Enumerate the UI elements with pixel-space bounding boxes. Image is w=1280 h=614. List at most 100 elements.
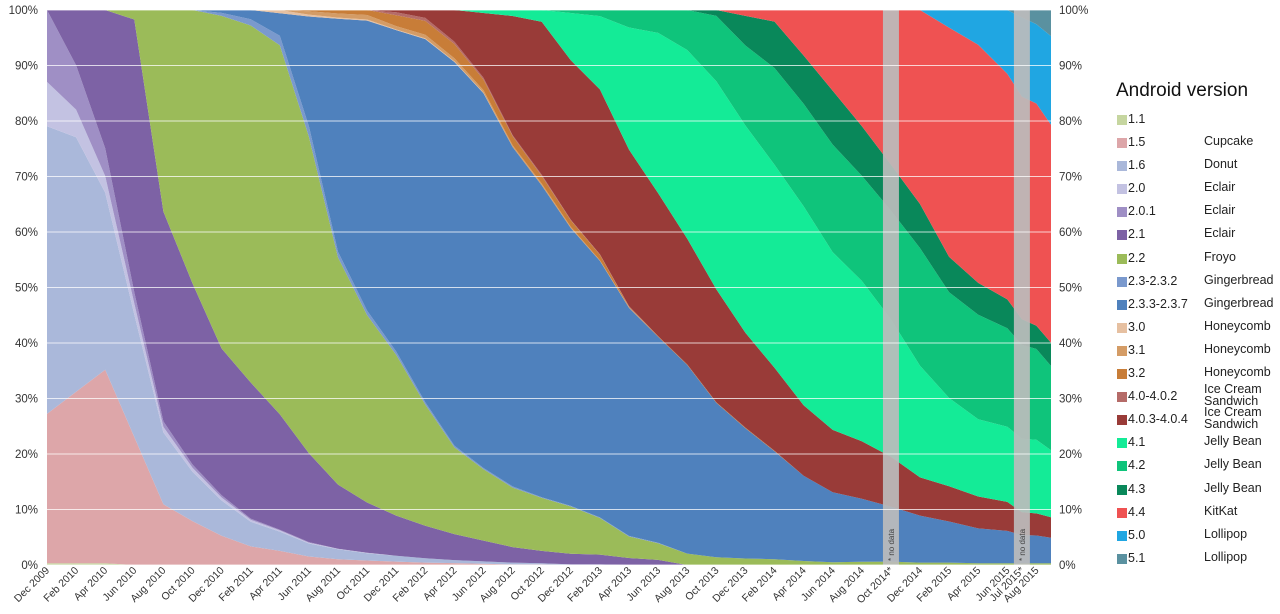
no-data-label-1: * no data — [1018, 528, 1027, 561]
y-tick-right-10: 100% — [1059, 5, 1088, 17]
legend-item: 4.4 KitKat — [1116, 501, 1280, 524]
y-axis-left: 0% 10% 20% 30% 40% 50% 60% 70% 80% 90% 100% — [9, 5, 38, 572]
legend-swatch — [1117, 461, 1127, 472]
legend-item: 2.3.3-2.3.7 Gingerbread — [1116, 293, 1280, 316]
y-tick-left-8: 80% — [15, 116, 38, 128]
y-tick-right-8: 80% — [1059, 116, 1082, 128]
y-tick-left-7: 70% — [15, 172, 38, 184]
legend-rows: 1.1 1.5 Cupcake 1.6 Donut 2.0 Eclair 2.0.1 Eclai… — [1116, 108, 1280, 570]
y-tick-left-5: 50% — [15, 283, 38, 295]
legend-version: 2.0.1 — [1128, 204, 1156, 219]
legend-item: 4.3 Jelly Bean — [1116, 478, 1280, 501]
legend-swatch — [1117, 161, 1127, 172]
legend-codename: Honeycomb — [1204, 341, 1271, 356]
y-tick-left-6: 60% — [15, 227, 38, 239]
area-series-14 — [47, 10, 1051, 518]
legend-item: 2.2 Froyo — [1116, 247, 1280, 270]
legend-version: 4.1 — [1128, 435, 1146, 450]
legend-version: 4.0-4.0.2 — [1128, 389, 1178, 404]
legend-version: 4.0.3-4.0.4 — [1128, 412, 1188, 427]
y-tick-right-6: 60% — [1059, 227, 1082, 239]
legend-codename: Jelly Bean — [1204, 480, 1262, 495]
y-tick-right-5: 50% — [1059, 283, 1082, 295]
y-tick-left-3: 30% — [15, 394, 38, 406]
y-tick-right-3: 30% — [1059, 394, 1082, 406]
legend-version: 4.4 — [1128, 504, 1146, 519]
legend-swatch — [1117, 507, 1127, 518]
legend-swatch — [1117, 345, 1127, 356]
legend-swatch — [1117, 530, 1127, 541]
legend-swatch — [1117, 115, 1127, 125]
legend-version: 2.0 — [1128, 181, 1146, 196]
y-tick-right-7: 70% — [1059, 172, 1082, 184]
legend-swatch — [1117, 276, 1127, 287]
y-tick-left-10: 100% — [9, 5, 38, 17]
legend-codename: Jelly Bean — [1204, 434, 1262, 449]
legend-swatch — [1117, 322, 1127, 333]
legend-swatch — [1117, 230, 1127, 241]
area-series-8 — [47, 10, 1051, 564]
legend-codename: Gingerbread — [1204, 272, 1274, 287]
y-tick-left-1: 10% — [15, 505, 38, 517]
area-series-13 — [47, 10, 1051, 538]
legend-codename: Honeycomb — [1204, 365, 1271, 380]
legend-item: 3.1 Honeycomb — [1116, 339, 1280, 362]
y-axis-right: 0% 10% 20% 30% 40% 50% 60% 70% 80% 90% 100% — [1059, 5, 1088, 572]
legend-version: 1.1 — [1128, 112, 1146, 126]
area-series-16 — [47, 10, 1051, 366]
y-tick-left-0: 0% — [21, 560, 38, 572]
legend-swatch — [1117, 369, 1127, 380]
no-data-label-0: * no data — [887, 528, 896, 561]
y-tick-left-4: 40% — [15, 338, 38, 350]
legend-swatch — [1117, 484, 1127, 495]
legend-item: 2.0 Eclair — [1116, 177, 1280, 200]
legend-item: 4.1 Jelly Bean — [1116, 431, 1280, 454]
legend-item: 2.0.1 Eclair — [1116, 200, 1280, 223]
legend-version: 2.3.3-2.3.7 — [1128, 296, 1188, 311]
legend-codename: Honeycomb — [1204, 318, 1271, 333]
legend-item: 2.1 Eclair — [1116, 223, 1280, 246]
legend-item: 1.5 Cupcake — [1116, 131, 1280, 154]
legend-version: 1.6 — [1128, 158, 1146, 173]
legend-title: Android version — [1116, 80, 1249, 101]
legend-item: 4.0-4.0.2 Ice Cream Sandwich — [1116, 382, 1280, 409]
y-tick-right-0: 0% — [1059, 560, 1076, 572]
legend-item: 4.0.3-4.0.4 Ice Cream Sandwich — [1116, 405, 1280, 432]
legend-codename: Donut — [1204, 157, 1238, 172]
legend-codename: Lollipop — [1204, 526, 1248, 541]
area-series-group — [47, 10, 1051, 566]
legend-codename: Eclair — [1204, 226, 1236, 241]
legend-version: 2.1 — [1128, 227, 1146, 242]
legend-codename: Eclair — [1204, 180, 1236, 195]
legend-swatch — [1117, 138, 1127, 149]
legend-codename: Froyo — [1204, 249, 1236, 264]
y-tick-right-2: 20% — [1059, 449, 1082, 461]
legend-item: 4.2 Jelly Bean — [1116, 454, 1280, 477]
legend-version: 5.0 — [1128, 527, 1146, 542]
y-tick-right-9: 90% — [1059, 61, 1082, 73]
legend-item: 5.0 Lollipop — [1116, 524, 1280, 547]
legend-version: 3.0 — [1128, 319, 1146, 334]
area-series-1 — [47, 369, 1051, 565]
legend-swatch — [1117, 392, 1127, 403]
area-series-18 — [47, 10, 1051, 125]
legend-swatch — [1117, 207, 1127, 218]
legend-codename: Gingerbread — [1204, 295, 1274, 310]
legend-item: 1.1 — [1116, 108, 1280, 131]
legend-codename: Ice Cream Sandwich — [1204, 405, 1262, 432]
y-tick-left-9: 90% — [15, 61, 38, 73]
legend: Android version 1.1 1.5 Cupcake 1.6 Donut 2.0… — [1116, 78, 1280, 570]
legend-codename: Ice Cream Sandwich — [1204, 382, 1262, 409]
legend-item: 2.3-2.3.2 Gingerbread — [1116, 270, 1280, 293]
legend-swatch — [1117, 253, 1127, 264]
legend-codename: Eclair — [1204, 203, 1236, 218]
legend-version: 3.1 — [1128, 342, 1146, 357]
legend-item: 5.1 Lollipop — [1116, 547, 1280, 570]
legend-codename: Cupcake — [1204, 134, 1254, 149]
legend-version: 4.3 — [1128, 481, 1146, 496]
area-series-17 — [47, 10, 1051, 343]
legend-swatch — [1117, 553, 1127, 564]
y-tick-right-4: 40% — [1059, 338, 1082, 350]
